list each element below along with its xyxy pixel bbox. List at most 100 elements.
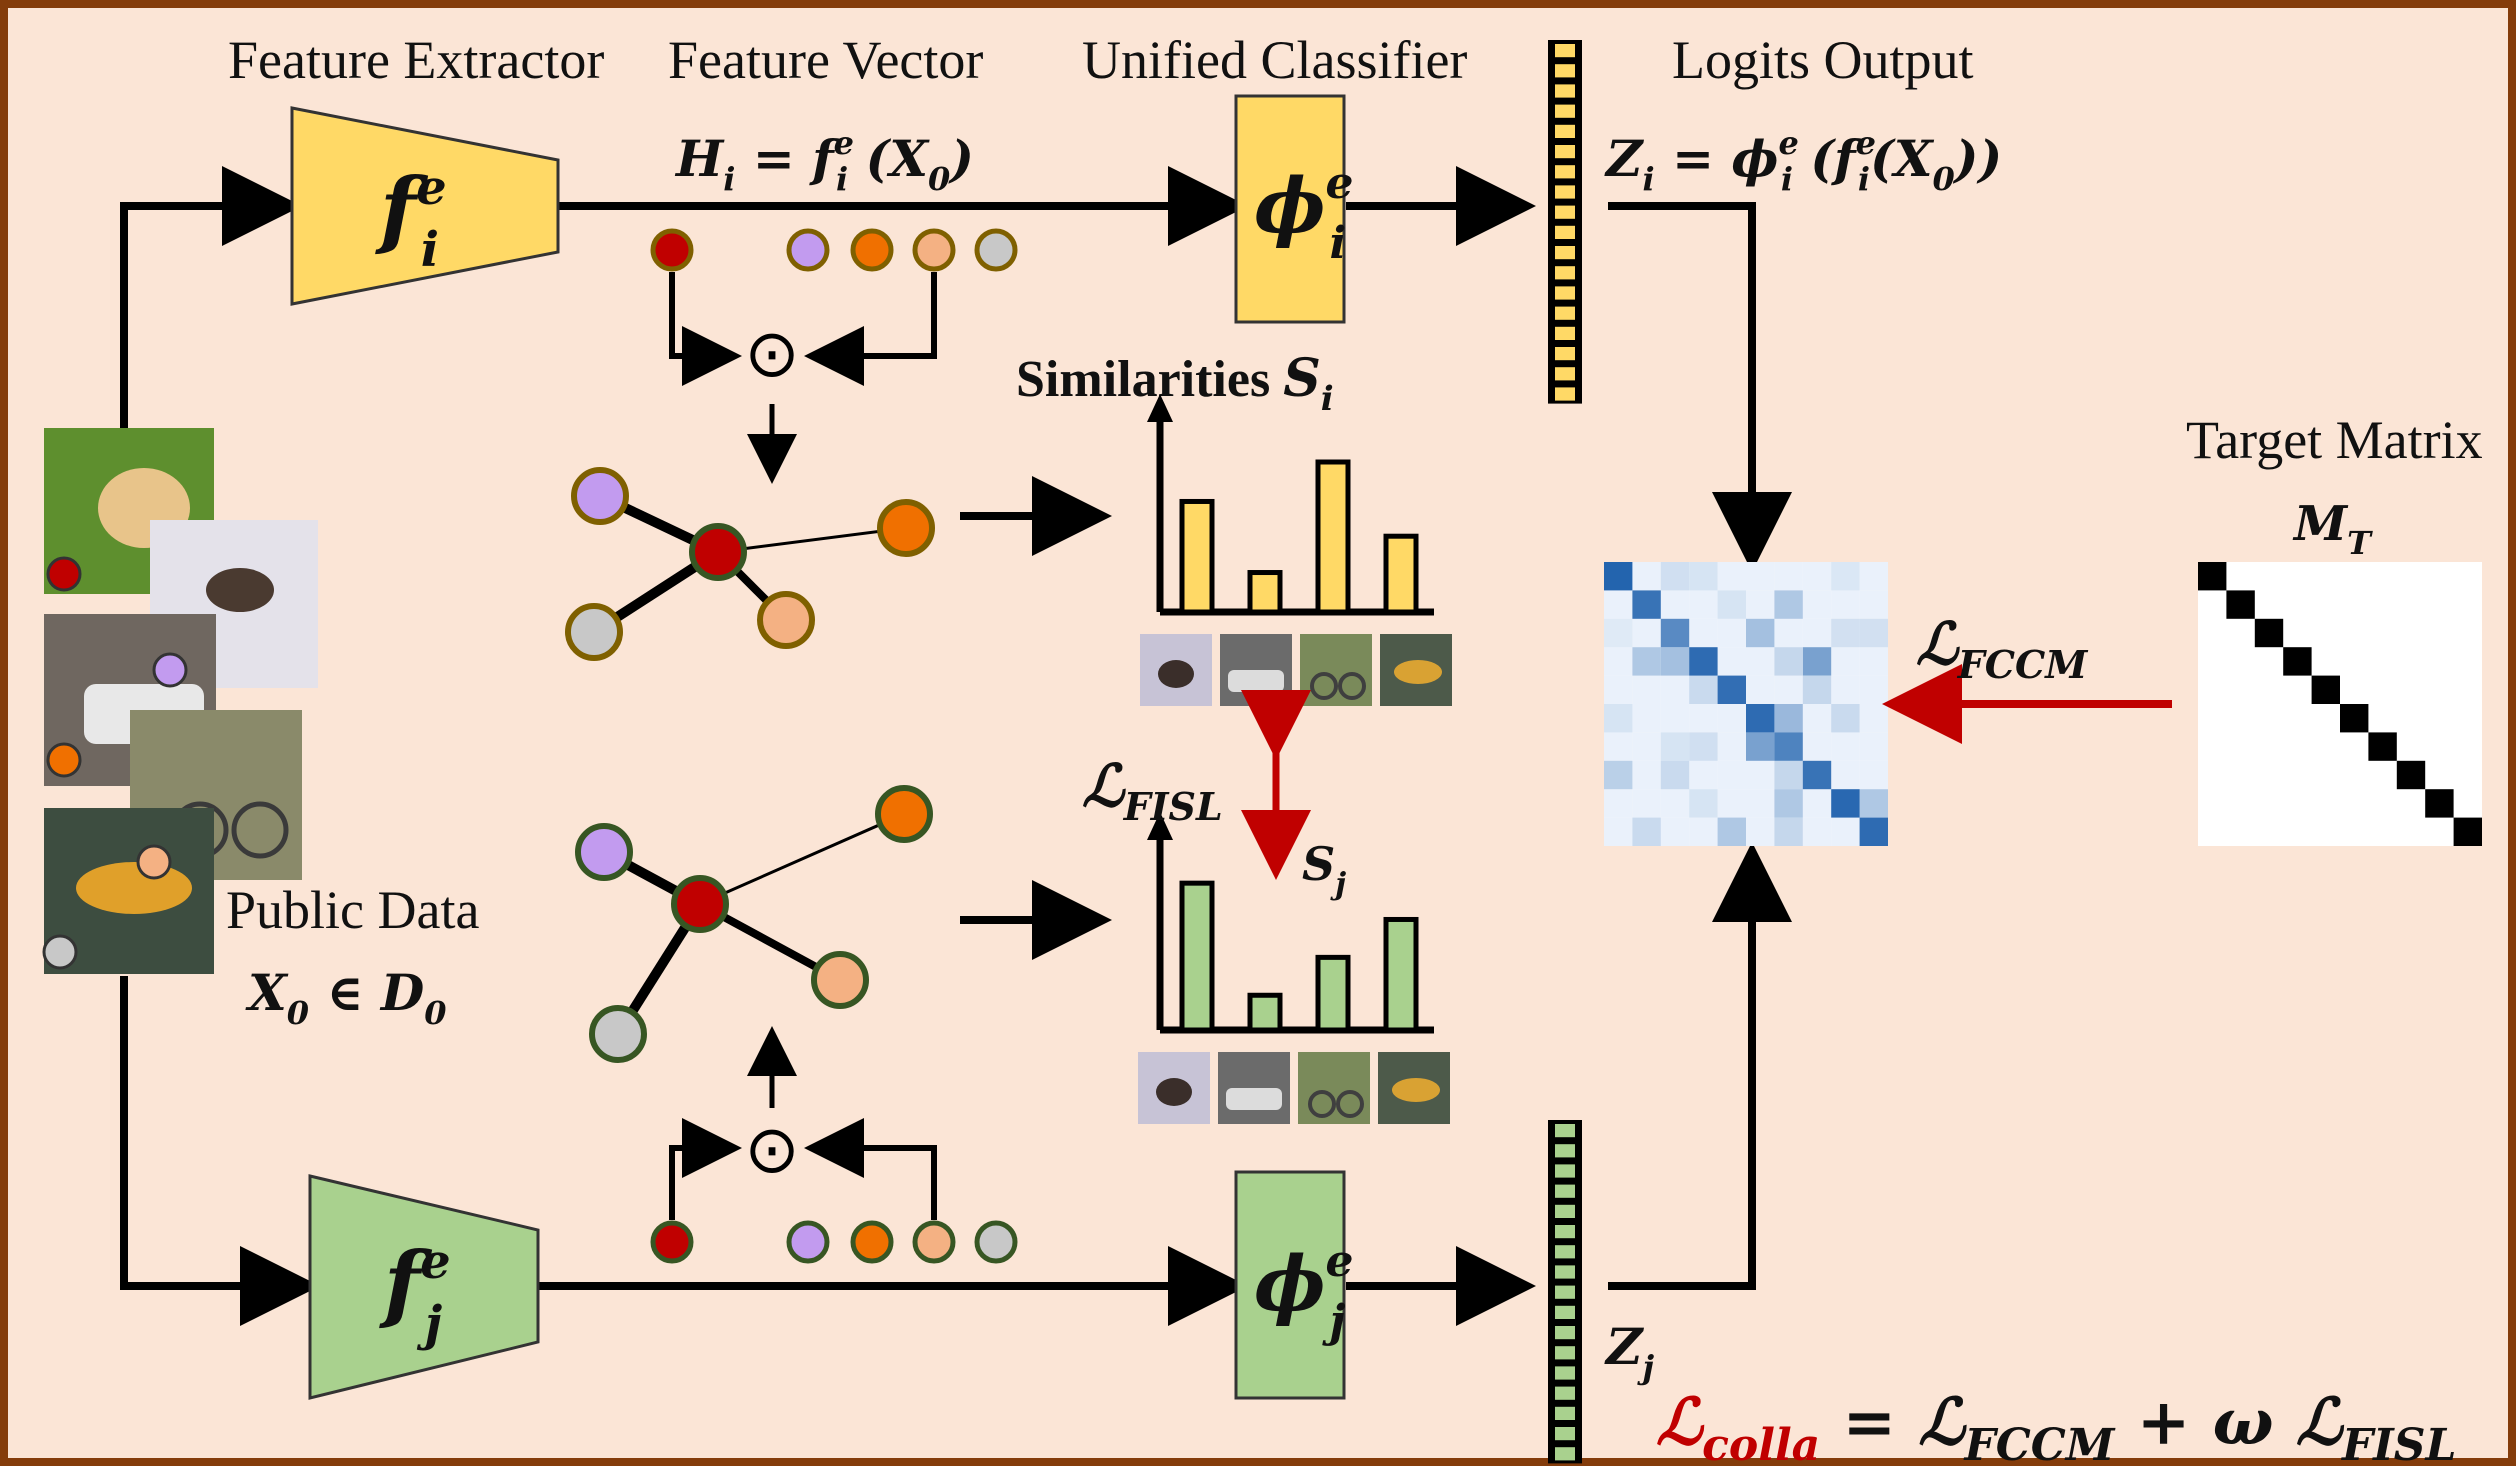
heatmap-cell <box>1859 647 1888 676</box>
graph-node-gray <box>589 1005 647 1063</box>
public-data-marker <box>136 844 172 880</box>
logit-cell <box>1555 1124 1575 1138</box>
logit-cell <box>1555 124 1575 138</box>
heatmap-cell <box>1717 590 1746 619</box>
graph-node-orange <box>875 785 933 843</box>
heatmap-cell <box>1660 647 1690 676</box>
heatmap-cell <box>1632 817 1661 846</box>
logit-cell <box>1555 266 1575 280</box>
arrow-red-to-odot-top <box>669 272 742 386</box>
public-data-marker <box>42 934 78 970</box>
logits-bar-i <box>1548 40 1582 404</box>
heatmap-cell <box>1604 704 1633 733</box>
logit-cell <box>1555 1326 1575 1340</box>
logit-cell <box>1555 347 1575 361</box>
bike-wheel <box>1310 672 1338 700</box>
heatmap-cell <box>1689 618 1718 648</box>
public-data-label: Public Data <box>226 880 479 940</box>
similarity-bar <box>1179 880 1215 1033</box>
bike-wheel <box>1336 1090 1364 1118</box>
logit-cell <box>1555 1285 1575 1299</box>
logit-cell <box>1555 145 1575 159</box>
y-axis-arrowhead <box>1147 812 1173 840</box>
similarity-bar <box>1315 954 1351 1033</box>
heatmap-cell <box>1632 789 1661 818</box>
heatmap-cell <box>1802 789 1832 818</box>
target-matrix-diagonal-cell <box>2368 732 2397 761</box>
node-purple <box>786 228 830 272</box>
arrow-peach-to-odot-bottom <box>804 1118 937 1220</box>
heatmap-cell <box>1859 760 1888 790</box>
bike-wheel <box>231 801 289 859</box>
heatmap-cell <box>1746 760 1775 790</box>
similarity-chart-j <box>1147 812 1434 1034</box>
logit-cell <box>1555 1447 1575 1461</box>
logit-cell <box>1555 1427 1575 1441</box>
node-peach <box>912 1220 956 1264</box>
logit-cell <box>1555 1144 1575 1158</box>
fish-shape <box>1394 660 1442 684</box>
node-orange <box>850 1220 894 1264</box>
logit-cell <box>1555 64 1575 78</box>
similarity-bar <box>1247 570 1283 615</box>
heatmap-cell <box>1717 817 1746 846</box>
target-matrix-diagonal-cell <box>2198 562 2227 591</box>
heatmap-cell <box>1859 732 1888 761</box>
heatmap-cell <box>1831 675 1860 704</box>
heatmap-diagonal-cell <box>1717 675 1746 704</box>
heatmap-cell <box>1831 618 1860 648</box>
heatmap-cell <box>1632 675 1661 704</box>
heatmap-cell <box>1859 704 1888 733</box>
arrow-data-to-fj <box>120 976 320 1326</box>
logit-cell <box>1555 286 1575 300</box>
graph-node-orange <box>877 499 935 557</box>
logit-cell <box>1555 185 1575 199</box>
target-matrix-diagonal-cell <box>2254 618 2284 648</box>
heatmap-cell <box>1717 732 1746 761</box>
heatmap-cell <box>1746 618 1775 648</box>
dog-shape <box>1156 1078 1192 1106</box>
phii-symbol: ϕe i <box>1254 158 1354 269</box>
public-data-marker <box>46 742 82 778</box>
zi-equation: Zi = ϕe i (fe i(X0)) <box>1604 124 2002 198</box>
target-matrix-diagonal-cell <box>2283 647 2312 676</box>
heatmap-cell <box>1774 817 1803 846</box>
phij-symbol: ϕe j <box>1254 1236 1354 1347</box>
classifier-i <box>1234 94 1346 324</box>
arrow-logits-j-to-heatmap <box>1608 842 1792 1290</box>
heatmap-cell <box>1831 704 1860 733</box>
bike-wheel <box>1338 672 1366 700</box>
logit-cell <box>1555 367 1575 381</box>
graph-node-peach <box>811 951 869 1009</box>
logits-bar-j <box>1548 1120 1582 1464</box>
public-data-images <box>42 428 318 974</box>
heatmap-cell <box>1802 647 1832 676</box>
heatmap-cell <box>1717 618 1746 648</box>
hadamard-icon-top: ⊙ <box>744 318 799 391</box>
logit-cell <box>1555 104 1575 118</box>
logit-cell <box>1555 1346 1575 1360</box>
logits-output-label: Logits Output <box>1672 30 1974 90</box>
node-purple <box>786 1220 830 1264</box>
heatmap-cell <box>1660 704 1690 733</box>
fi-symbol: fe i <box>375 159 447 278</box>
node-peach <box>912 228 956 272</box>
logit-cell <box>1555 165 1575 179</box>
node-red <box>650 1220 694 1264</box>
heatmap-cell <box>1746 647 1775 676</box>
similarity-bar <box>1315 459 1351 615</box>
logit-cell <box>1555 1265 1575 1279</box>
heatmap-cell <box>1717 562 1746 591</box>
logits-frame <box>1548 40 1582 404</box>
node-gray <box>974 228 1018 272</box>
heatmap-cell <box>1660 789 1690 818</box>
heatmap-cell <box>1660 817 1690 846</box>
heatmap-cell <box>1774 760 1803 790</box>
graph-node-peach <box>757 591 815 649</box>
feature-nodes-bottom <box>650 1220 1018 1264</box>
target-matrix-diagonal-cell <box>2396 760 2426 790</box>
heatmap-cell <box>1632 647 1661 676</box>
heatmap-diagonal-cell <box>1689 647 1718 676</box>
heatmap-cell <box>1802 817 1832 846</box>
